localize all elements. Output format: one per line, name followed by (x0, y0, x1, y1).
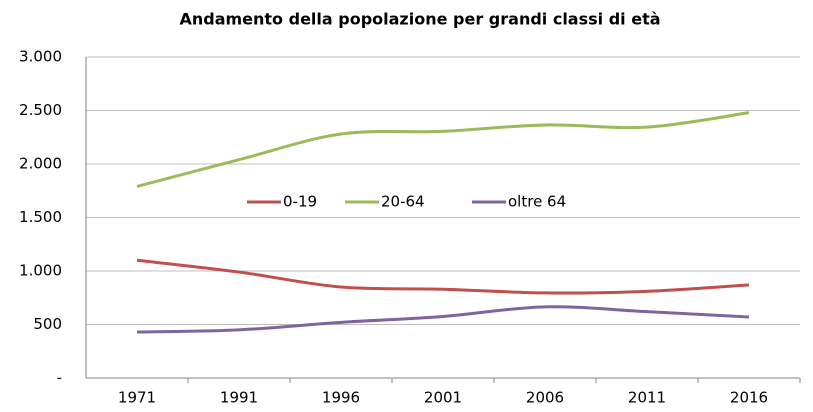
legend-label: 0-19 (283, 193, 317, 211)
legend-label: oltre 64 (508, 193, 566, 211)
y-tick-label: 2.500 (19, 101, 62, 119)
x-tick-label: 2001 (424, 389, 462, 407)
x-tick-label: 2016 (730, 389, 768, 407)
series-line (136, 111, 750, 188)
x-tick-label: 2006 (526, 389, 564, 407)
series-line (136, 305, 750, 334)
y-tick-label: 3.000 (19, 48, 62, 66)
y-tick-label: - (57, 369, 62, 387)
series-line (136, 258, 750, 295)
chart-title: Andamento della popolazione per grandi c… (179, 10, 660, 29)
y-tick-label: 1.500 (19, 208, 62, 226)
y-tick-label: 2.000 (19, 155, 62, 173)
x-tick-label: 1991 (220, 389, 258, 407)
x-tick-label: 2011 (628, 389, 666, 407)
y-tick-label: 500 (33, 315, 62, 333)
legend-label: 20-64 (381, 193, 425, 211)
x-tick-label: 1996 (322, 389, 360, 407)
x-tick-label: 1971 (118, 389, 156, 407)
y-tick-label: 1.000 (19, 262, 62, 280)
